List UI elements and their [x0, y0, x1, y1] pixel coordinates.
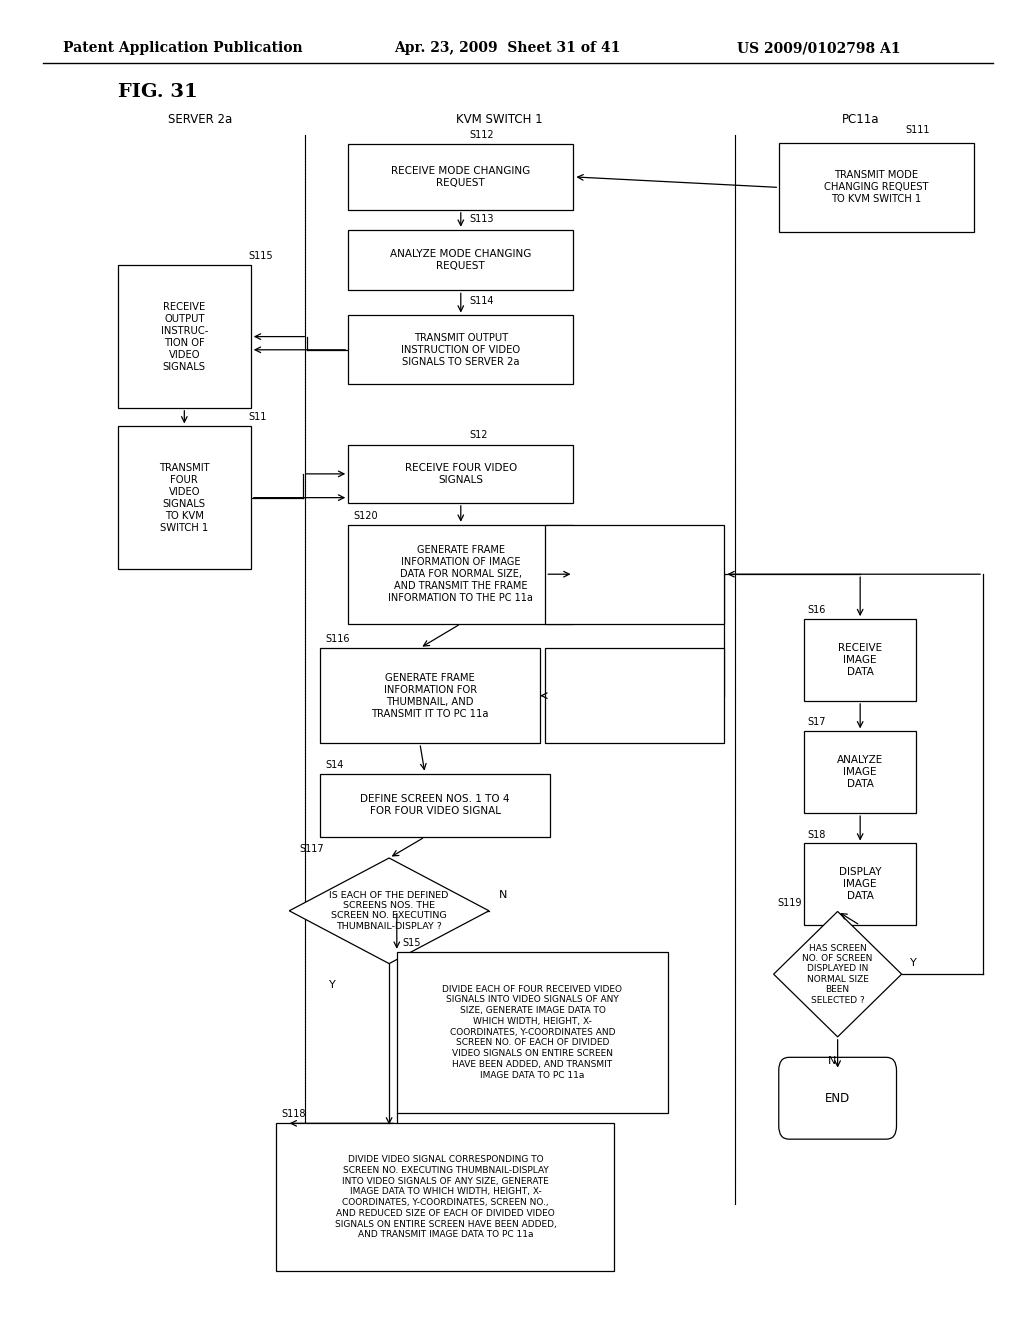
Text: S112: S112 — [469, 129, 494, 140]
FancyBboxPatch shape — [804, 619, 916, 701]
Text: N: N — [500, 890, 508, 900]
FancyBboxPatch shape — [118, 426, 251, 569]
Text: TRANSMIT OUTPUT
INSTRUCTION OF VIDEO
SIGNALS TO SERVER 2a: TRANSMIT OUTPUT INSTRUCTION OF VIDEO SIG… — [401, 333, 520, 367]
Text: DIVIDE VIDEO SIGNAL CORRESPONDING TO
SCREEN NO. EXECUTING THUMBNAIL-DISPLAY
INTO: DIVIDE VIDEO SIGNAL CORRESPONDING TO SCR… — [335, 1155, 556, 1239]
Text: Y: Y — [909, 957, 916, 968]
Text: TRANSMIT MODE
CHANGING REQUEST
TO KVM SWITCH 1: TRANSMIT MODE CHANGING REQUEST TO KVM SW… — [824, 170, 929, 205]
Text: S11: S11 — [249, 412, 267, 422]
Text: S16: S16 — [807, 605, 825, 615]
FancyBboxPatch shape — [348, 445, 573, 503]
Text: PC11a: PC11a — [842, 112, 879, 125]
Text: DEFINE SCREEN NOS. 1 TO 4
FOR FOUR VIDEO SIGNAL: DEFINE SCREEN NOS. 1 TO 4 FOR FOUR VIDEO… — [360, 795, 510, 816]
Text: RECEIVE
OUTPUT
INSTRUC-
TION OF
VIDEO
SIGNALS: RECEIVE OUTPUT INSTRUC- TION OF VIDEO SI… — [161, 301, 208, 372]
Text: HAS SCREEN
NO. OF SCREEN
DISPLAYED IN
NORMAL SIZE
BEEN
SELECTED ?: HAS SCREEN NO. OF SCREEN DISPLAYED IN NO… — [803, 944, 872, 1005]
Text: DIVIDE EACH OF FOUR RECEIVED VIDEO
SIGNALS INTO VIDEO SIGNALS OF ANY
SIZE, GENER: DIVIDE EACH OF FOUR RECEIVED VIDEO SIGNA… — [442, 985, 623, 1080]
FancyBboxPatch shape — [348, 525, 573, 624]
FancyBboxPatch shape — [545, 648, 725, 743]
Text: N: N — [828, 1056, 837, 1067]
FancyBboxPatch shape — [319, 774, 551, 837]
Text: S119: S119 — [778, 898, 802, 908]
Text: Apr. 23, 2009  Sheet 31 of 41: Apr. 23, 2009 Sheet 31 of 41 — [394, 41, 621, 55]
FancyBboxPatch shape — [397, 952, 669, 1113]
Text: S17: S17 — [807, 717, 825, 727]
Text: S14: S14 — [326, 759, 343, 770]
Text: ANALYZE
IMAGE
DATA: ANALYZE IMAGE DATA — [837, 755, 884, 789]
Text: DISPLAY
IMAGE
DATA: DISPLAY IMAGE DATA — [839, 867, 882, 902]
Text: S116: S116 — [326, 634, 349, 644]
FancyBboxPatch shape — [545, 525, 725, 624]
Text: KVM SWITCH 1: KVM SWITCH 1 — [457, 112, 543, 125]
Text: S12: S12 — [469, 429, 487, 440]
Text: RECEIVE MODE CHANGING
REQUEST: RECEIVE MODE CHANGING REQUEST — [391, 166, 530, 187]
Text: IS EACH OF THE DEFINED
SCREENS NOS. THE
SCREEN NO. EXECUTING
THUMBNAIL-DISPLAY ?: IS EACH OF THE DEFINED SCREENS NOS. THE … — [330, 891, 449, 931]
Text: RECEIVE
IMAGE
DATA: RECEIVE IMAGE DATA — [838, 643, 883, 677]
FancyBboxPatch shape — [804, 731, 916, 813]
Polygon shape — [774, 911, 901, 1038]
Text: SERVER 2a: SERVER 2a — [168, 112, 231, 125]
Text: S18: S18 — [807, 829, 825, 840]
Text: US 2009/0102798 A1: US 2009/0102798 A1 — [737, 41, 901, 55]
Text: Y: Y — [330, 979, 336, 990]
Text: END: END — [825, 1092, 850, 1105]
Text: S114: S114 — [469, 296, 494, 306]
Text: GENERATE FRAME
INFORMATION FOR
THUMBNAIL, AND
TRANSMIT IT TO PC 11a: GENERATE FRAME INFORMATION FOR THUMBNAIL… — [372, 673, 488, 718]
Text: S117: S117 — [299, 843, 325, 854]
FancyBboxPatch shape — [778, 1057, 897, 1139]
Text: RECEIVE FOUR VIDEO
SIGNALS: RECEIVE FOUR VIDEO SIGNALS — [404, 463, 517, 484]
Polygon shape — [289, 858, 489, 964]
Text: FIG. 31: FIG. 31 — [118, 83, 198, 102]
FancyBboxPatch shape — [348, 315, 573, 384]
Text: Patent Application Publication: Patent Application Publication — [63, 41, 303, 55]
FancyBboxPatch shape — [276, 1123, 614, 1271]
FancyBboxPatch shape — [779, 143, 974, 232]
Text: ANALYZE MODE CHANGING
REQUEST: ANALYZE MODE CHANGING REQUEST — [390, 249, 531, 271]
Text: S115: S115 — [249, 251, 273, 261]
Text: S118: S118 — [282, 1109, 306, 1119]
FancyBboxPatch shape — [118, 265, 251, 408]
Text: TRANSMIT
FOUR
VIDEO
SIGNALS
TO KVM
SWITCH 1: TRANSMIT FOUR VIDEO SIGNALS TO KVM SWITC… — [159, 462, 210, 533]
FancyBboxPatch shape — [804, 843, 916, 925]
FancyBboxPatch shape — [319, 648, 541, 743]
FancyBboxPatch shape — [348, 144, 573, 210]
Text: S120: S120 — [353, 511, 378, 521]
Text: S113: S113 — [469, 214, 494, 224]
FancyBboxPatch shape — [348, 230, 573, 290]
Text: GENERATE FRAME
INFORMATION OF IMAGE
DATA FOR NORMAL SIZE,
AND TRANSMIT THE FRAME: GENERATE FRAME INFORMATION OF IMAGE DATA… — [388, 545, 534, 603]
Text: S15: S15 — [401, 937, 421, 948]
Text: S111: S111 — [905, 124, 930, 135]
